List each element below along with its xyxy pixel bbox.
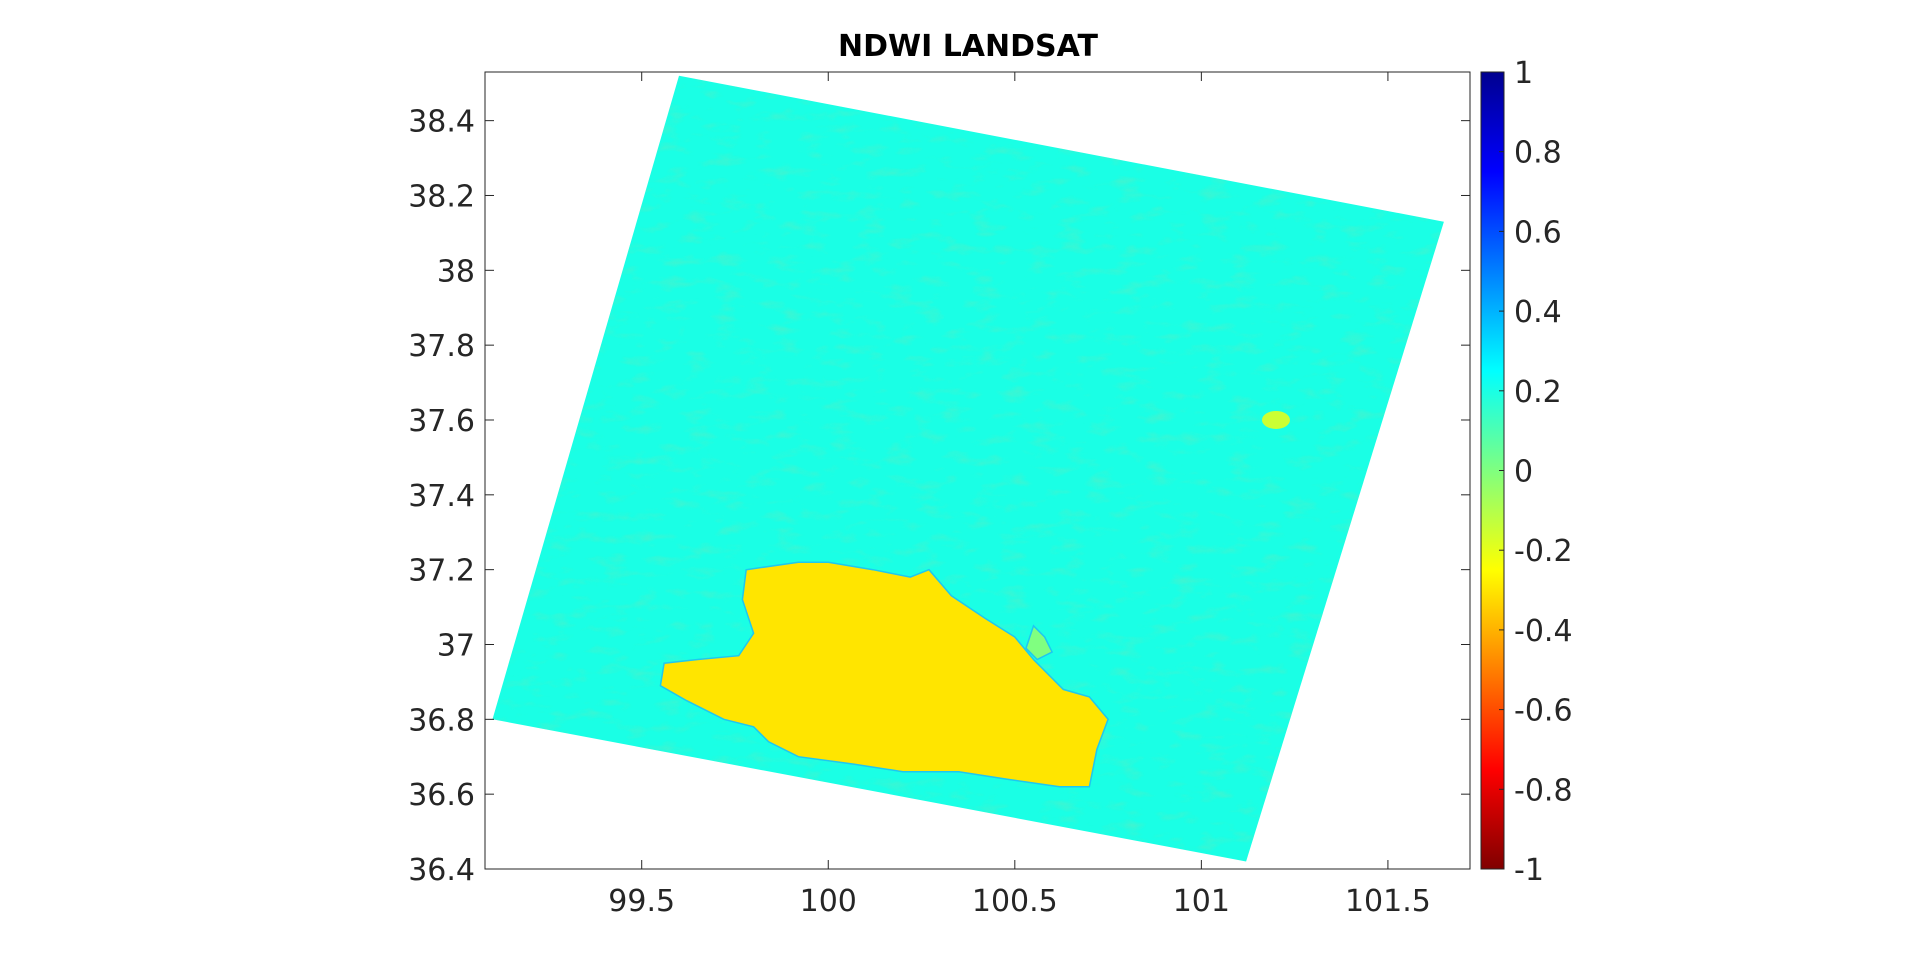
- y-tick-label: 37.2: [408, 554, 475, 589]
- secondary-lake: [1261, 410, 1290, 429]
- colorbar-tick-label: -1: [1514, 853, 1544, 888]
- y-tick-label: 37.4: [408, 479, 475, 514]
- lake-water-body: [659, 561, 1109, 788]
- y-tick-label: 38: [437, 254, 475, 289]
- colorbar-tick-label: -0.8: [1514, 773, 1573, 808]
- y-tick-label: 37.8: [408, 329, 475, 364]
- x-tick-label: 100.5: [972, 884, 1058, 919]
- x-axis: 99.5 100 100.5 101 101.5: [608, 72, 1431, 919]
- y-axis: 36.4 36.6 36.8 37 37.2 37.4 37.6 37.8 38 38.2 38.4: [408, 105, 1470, 888]
- lake-island: [1025, 624, 1054, 661]
- scene-layer: [492, 75, 1444, 862]
- colorbar: 1 0.8 0.6 0.4 0.2 0 -0.2 -0.4 -0.6 -0.8 -1: [1480, 56, 1573, 888]
- x-tick-label: 101: [1173, 884, 1230, 919]
- x-tick-label: 100: [800, 884, 857, 919]
- colorbar-tick-label: 0.2: [1514, 375, 1562, 410]
- y-tick-label: 36.4: [408, 853, 475, 888]
- plot-area: [484, 71, 1471, 870]
- axes-frame: [484, 71, 1471, 870]
- y-tick-label: 37: [437, 628, 475, 663]
- y-tick-label: 36.6: [408, 778, 475, 813]
- chart-title: NDWI LANDSAT: [838, 29, 1099, 64]
- colorbar-tick-label: 0: [1514, 455, 1533, 490]
- colorbar-ticks: 1 0.8 0.6 0.4 0.2 0 -0.2 -0.4 -0.6 -0.8 -1: [1499, 56, 1573, 888]
- colorbar-tick-label: -0.4: [1514, 614, 1573, 649]
- colorbar-tick-label: -0.6: [1514, 694, 1573, 729]
- colorbar-tick-label: -0.2: [1514, 534, 1573, 569]
- x-tick-label: 99.5: [608, 884, 675, 919]
- y-tick-label: 38.2: [408, 179, 475, 214]
- y-tick-label: 36.8: [408, 703, 475, 738]
- colorbar-tick-label: 0.8: [1514, 136, 1562, 171]
- y-tick-label: 37.6: [408, 404, 475, 439]
- colorbar-tick-label: 0.4: [1514, 295, 1562, 330]
- y-tick-label: 38.4: [408, 105, 475, 140]
- x-tick-label: 101.5: [1345, 884, 1431, 919]
- colorbar-tick-label: 0.6: [1514, 215, 1562, 250]
- colorbar-tick-label: 1: [1514, 56, 1533, 91]
